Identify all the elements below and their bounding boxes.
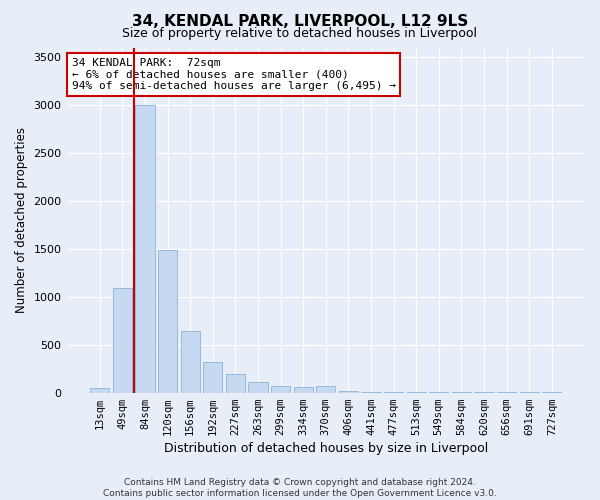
Text: Size of property relative to detached houses in Liverpool: Size of property relative to detached ho… <box>122 28 478 40</box>
Bar <box>158 250 177 392</box>
Bar <box>226 374 245 392</box>
Bar <box>90 388 109 392</box>
Text: Contains HM Land Registry data © Crown copyright and database right 2024.
Contai: Contains HM Land Registry data © Crown c… <box>103 478 497 498</box>
Bar <box>293 388 313 392</box>
Bar <box>203 362 223 392</box>
Bar <box>181 332 200 392</box>
Text: 34 KENDAL PARK:  72sqm
← 6% of detached houses are smaller (400)
94% of semi-det: 34 KENDAL PARK: 72sqm ← 6% of detached h… <box>72 58 396 91</box>
Text: 34, KENDAL PARK, LIVERPOOL, L12 9LS: 34, KENDAL PARK, LIVERPOOL, L12 9LS <box>132 14 468 29</box>
Bar <box>248 382 268 392</box>
Bar <box>316 386 335 392</box>
Bar <box>339 391 358 392</box>
Bar <box>271 386 290 392</box>
X-axis label: Distribution of detached houses by size in Liverpool: Distribution of detached houses by size … <box>164 442 488 455</box>
Y-axis label: Number of detached properties: Number of detached properties <box>15 127 28 313</box>
Bar <box>113 288 132 393</box>
Bar <box>136 105 155 393</box>
